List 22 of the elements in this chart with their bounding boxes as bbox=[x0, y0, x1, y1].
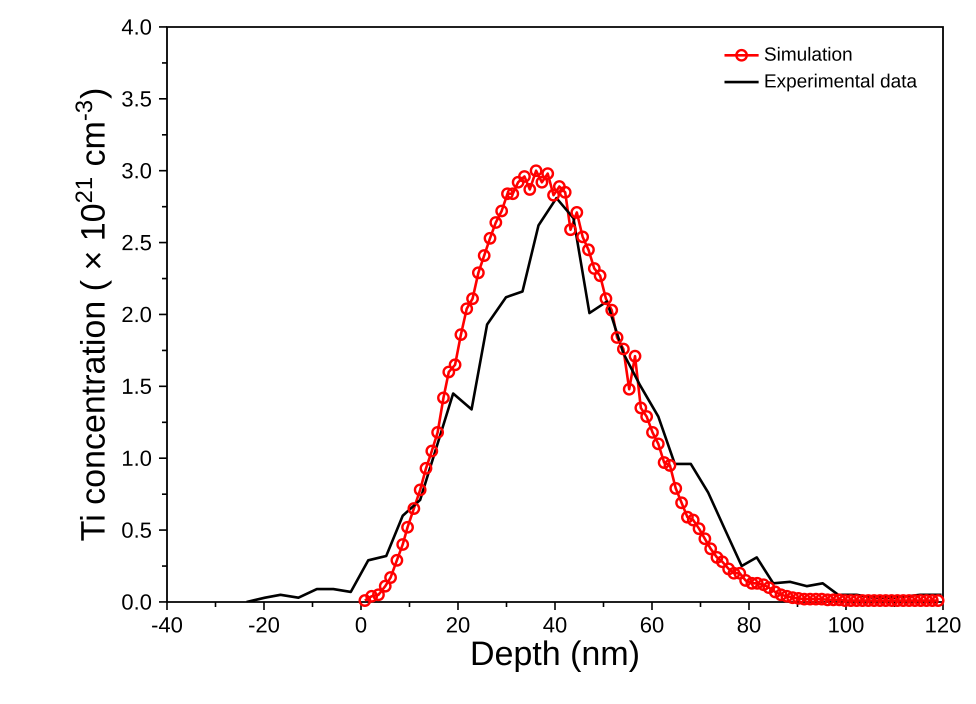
y-tick-label: 3.5 bbox=[122, 91, 151, 107]
y-tick-label: 1.5 bbox=[123, 378, 151, 394]
x-tick-label: -20 bbox=[249, 617, 280, 633]
y-tick-label: 3.0 bbox=[122, 162, 152, 179]
y-tick-label: 2.0 bbox=[122, 306, 152, 322]
x-tick-label: 20 bbox=[446, 617, 470, 633]
y-tick-label: 0.5 bbox=[122, 522, 151, 538]
x-tick-label: 120 bbox=[926, 617, 960, 633]
x-tick-label: -40 bbox=[152, 617, 182, 633]
legend-label: Experimental data bbox=[766, 74, 918, 92]
y-axis-title: Ti concentration ( × 10$^{21}$ cm$^{-3}$) bbox=[75, 90, 112, 541]
x-axis-title: Depth (nm) bbox=[472, 640, 638, 672]
x-tick-label: 0 bbox=[356, 617, 366, 633]
x-tick-label: 40 bbox=[543, 617, 566, 633]
y-tick-label: 4.0 bbox=[122, 19, 152, 35]
x-tick-label: 100 bbox=[829, 617, 864, 633]
x-tick-label: 60 bbox=[640, 617, 664, 633]
x-tick-label: 80 bbox=[738, 617, 760, 633]
legend-label: Simulation bbox=[764, 46, 852, 61]
y-tick-label: 2.5 bbox=[122, 234, 151, 250]
y-tick-label: 1.0 bbox=[123, 450, 152, 466]
y-tick-label: 0.0 bbox=[122, 594, 152, 610]
